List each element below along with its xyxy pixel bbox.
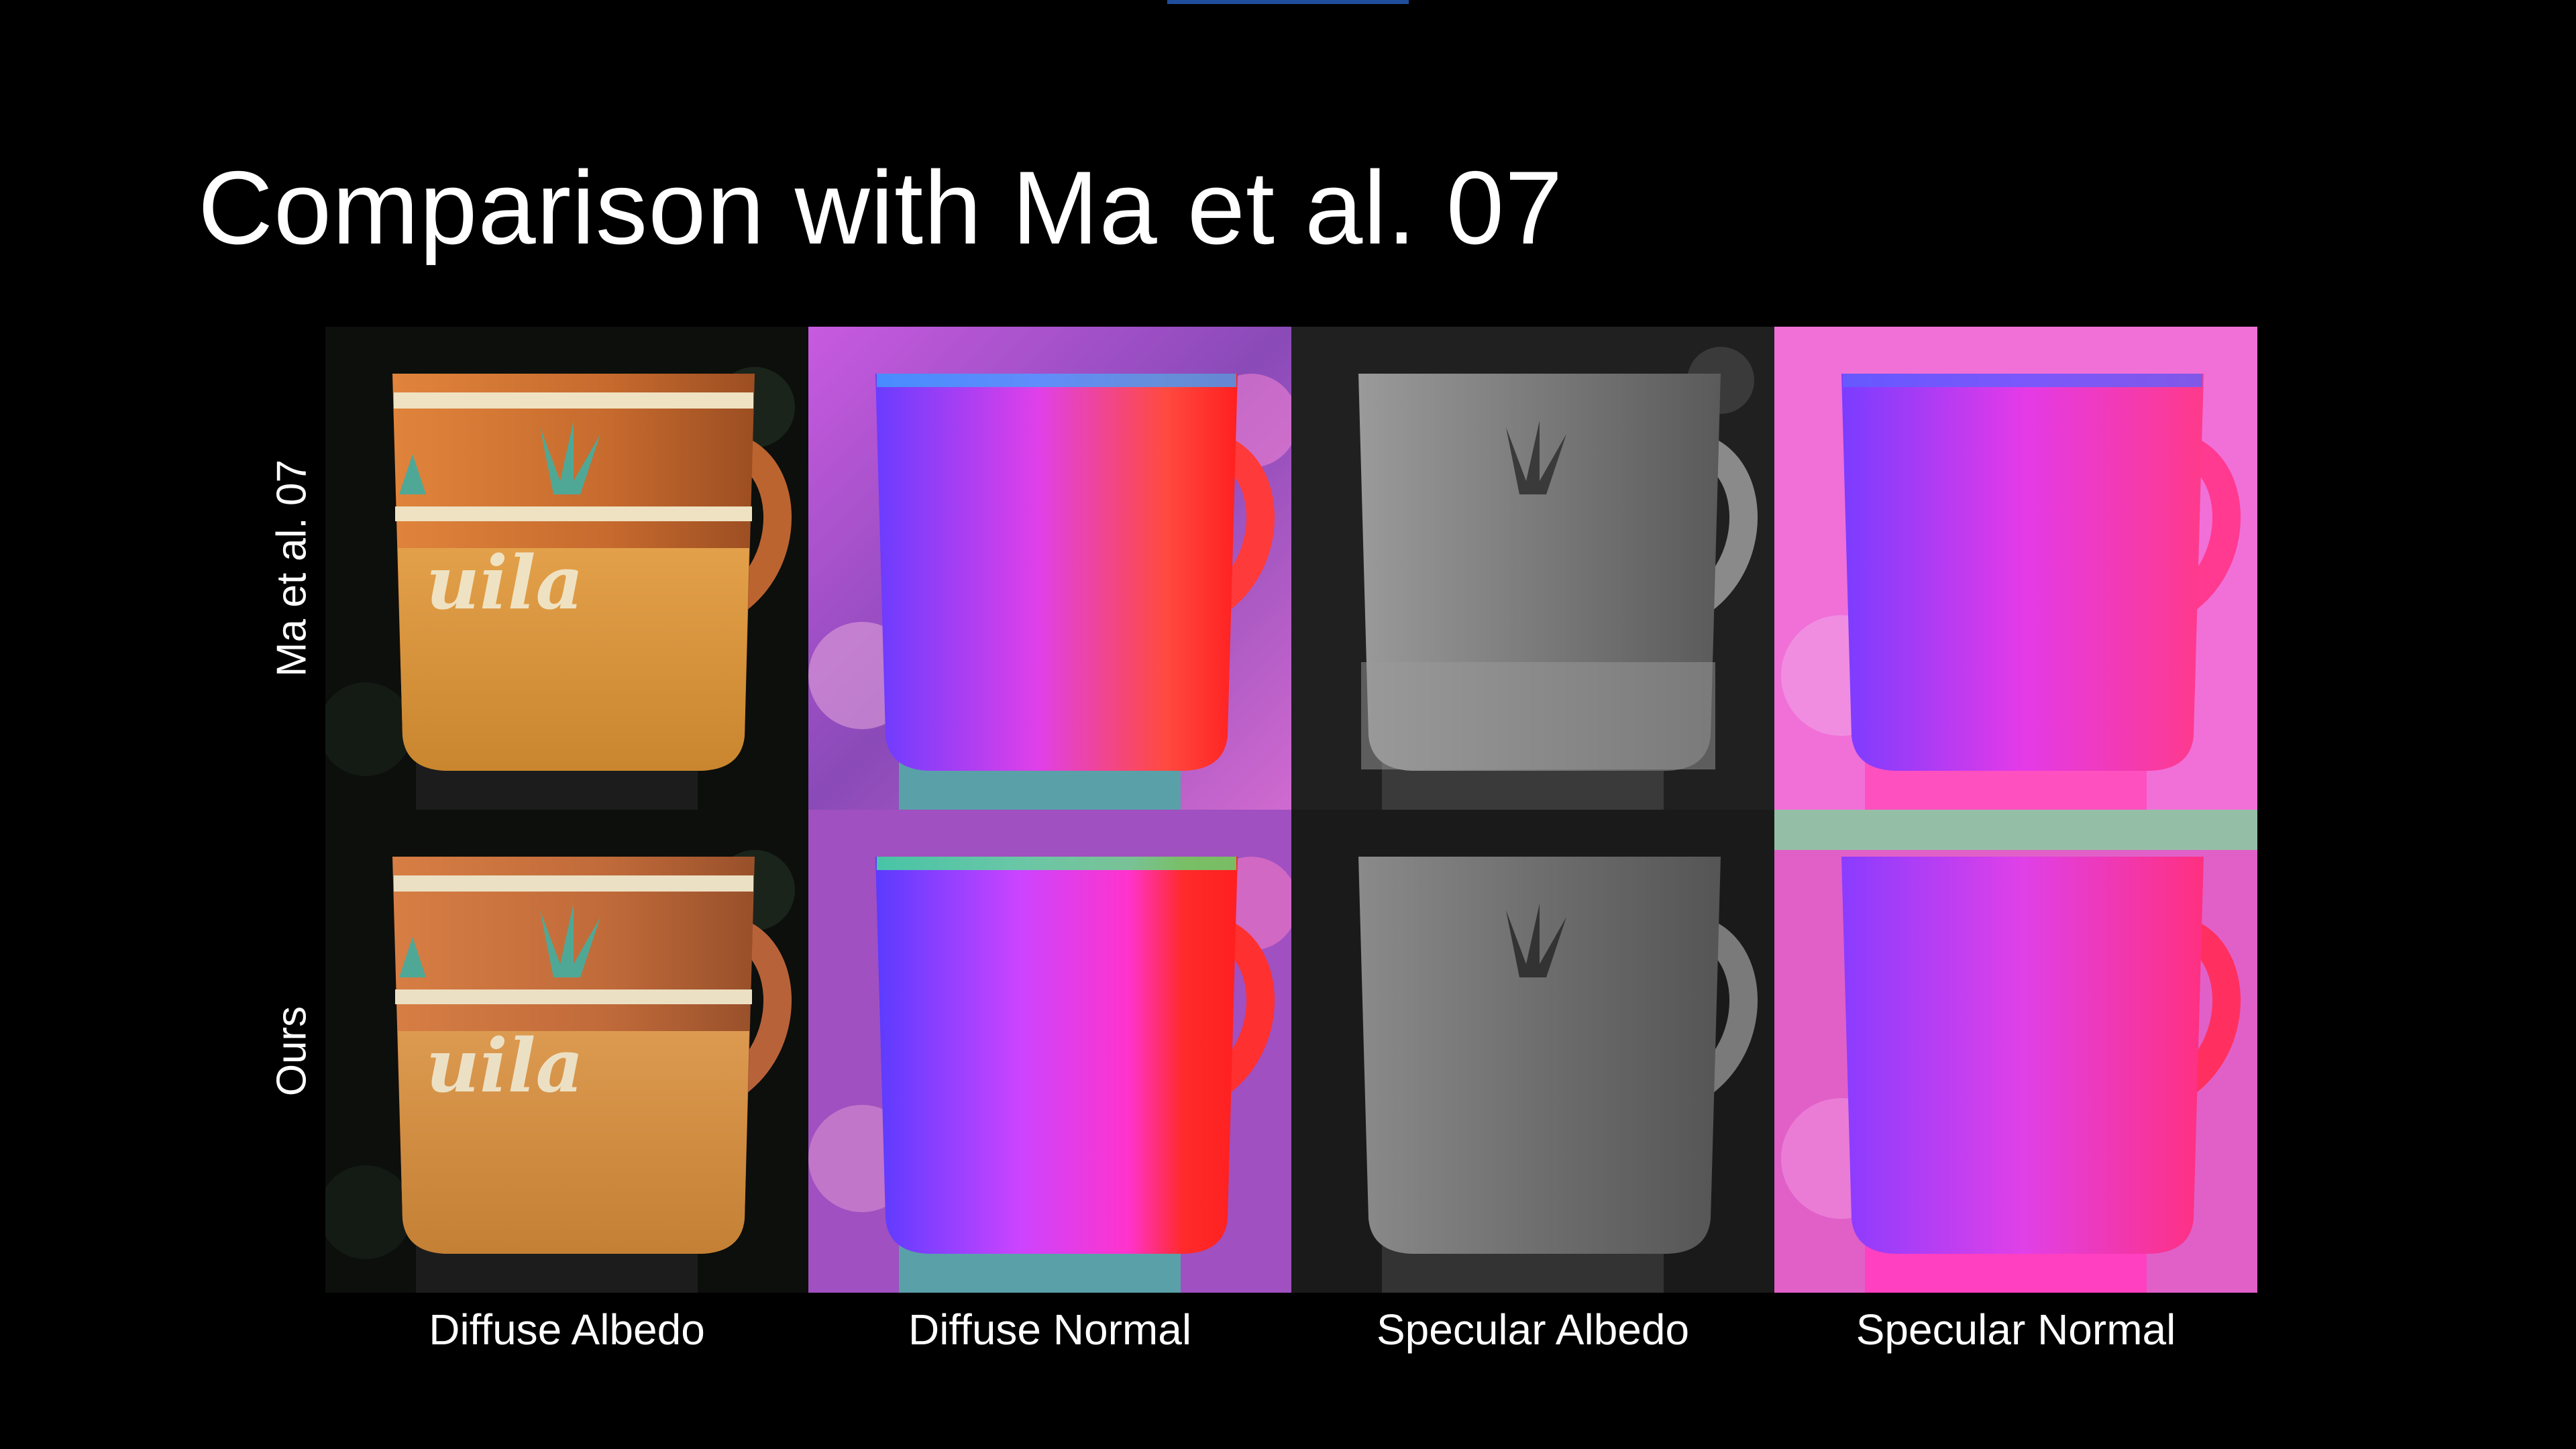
col-label-specular-albedo: Specular Albedo <box>1291 1305 1774 1354</box>
mug-diffuse-normal-image <box>808 810 1291 1293</box>
col-label-specular-normal: Specular Normal <box>1774 1305 2257 1354</box>
panel-ma-specular-albedo <box>1291 327 1774 810</box>
mug-diffuse-albedo-image: uila <box>325 810 808 1293</box>
mug-specular-albedo-image <box>1291 327 1774 810</box>
mug-lettering: uila <box>426 1022 584 1109</box>
comparison-grid: uila <box>325 327 2257 1293</box>
panel-ours-diffuse-albedo: uila <box>325 810 808 1293</box>
mug-diffuse-albedo-image: uila <box>325 327 808 810</box>
mug-specular-normal-image <box>1774 327 2257 810</box>
panel-ours-specular-albedo <box>1291 810 1774 1293</box>
mug-specular-normal-image <box>1774 810 2257 1293</box>
panel-ma-diffuse-normal <box>808 327 1291 810</box>
col-label-diffuse-normal: Diffuse Normal <box>808 1305 1291 1354</box>
mug-lettering: uila <box>426 539 584 626</box>
top-accent-bar <box>1167 0 1409 4</box>
panel-ours-diffuse-normal <box>808 810 1291 1293</box>
col-label-diffuse-albedo: Diffuse Albedo <box>325 1305 808 1354</box>
panel-ours-specular-normal <box>1774 810 2257 1293</box>
slide-title: Comparison with Ma et al. 07 <box>198 151 1563 266</box>
panel-ma-diffuse-albedo: uila <box>325 327 808 810</box>
mug-diffuse-normal-image <box>808 327 1291 810</box>
mug-specular-albedo-image <box>1291 810 1774 1293</box>
panel-ma-specular-normal <box>1774 327 2257 810</box>
